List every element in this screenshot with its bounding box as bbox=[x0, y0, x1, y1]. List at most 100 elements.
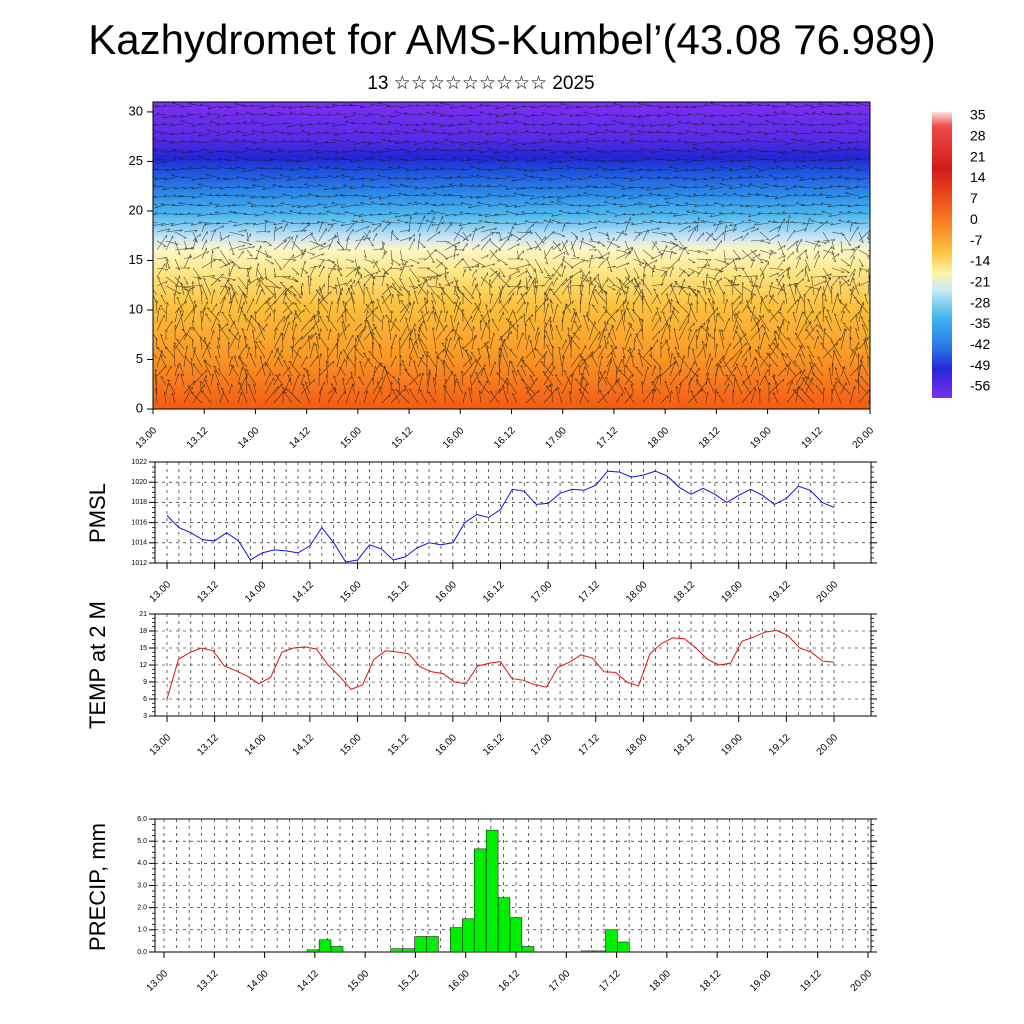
y-tick-label: 10 bbox=[129, 301, 143, 316]
y-tick-label: 18 bbox=[139, 628, 147, 635]
colorbar-label: -28 bbox=[970, 294, 990, 310]
x-tick-label: 14.00 bbox=[245, 968, 271, 994]
colorbar-label: 14 bbox=[970, 169, 986, 185]
x-tick-label: 14.00 bbox=[243, 732, 269, 758]
precip-bar bbox=[390, 948, 403, 953]
y-tick-label: 1020 bbox=[131, 479, 147, 486]
series-line bbox=[166, 629, 835, 700]
y-tick-label: 5.0 bbox=[137, 838, 147, 845]
wind-vectors bbox=[153, 102, 870, 404]
y-tick-label: 1022 bbox=[131, 459, 147, 466]
x-tick-label: 19.12 bbox=[767, 579, 793, 605]
y-tick-label: 15 bbox=[129, 252, 143, 267]
x-tick-label: 13.12 bbox=[195, 579, 221, 605]
x-tick-label: 18.12 bbox=[672, 732, 698, 758]
x-tick-label: 18.00 bbox=[624, 732, 650, 758]
x-tick-label: 19.00 bbox=[748, 425, 774, 451]
x-tick-label: 14.00 bbox=[243, 579, 269, 605]
y-tick-label: 4.0 bbox=[137, 860, 147, 867]
x-tick-label: 19.00 bbox=[719, 732, 745, 758]
x-tick-label: 15.12 bbox=[396, 968, 422, 994]
colorbar-label: 35 bbox=[970, 107, 986, 123]
colorbar-labels: 35 28 21 14 7 0 -7 -14 -21 -28 -35 -42 -49 -56 bbox=[970, 107, 990, 394]
x-tick-label: 19.00 bbox=[719, 579, 745, 605]
x-tick-label: 14.12 bbox=[287, 425, 313, 451]
x-tick-label: 19.12 bbox=[798, 968, 824, 994]
y-tick-label: 1.0 bbox=[137, 927, 147, 934]
x-tick-label: 20.00 bbox=[815, 732, 841, 758]
x-tick-label: 17.00 bbox=[543, 425, 569, 451]
colorbar: 35 28 21 14 7 0 -7 -14 -21 -28 -35 -42 -49 -56 bbox=[932, 107, 990, 398]
precip-bar bbox=[497, 897, 511, 953]
x-tick-label: 18.12 bbox=[672, 579, 698, 605]
y-tick-label: 1012 bbox=[131, 560, 147, 567]
temp-panel: 3 6 9 12 15 18 21 13.00 13.12 14.00 14.12 15.00 15.1… bbox=[85, 601, 877, 758]
colorbar-label: -14 bbox=[970, 253, 990, 269]
y-tick-label: 25 bbox=[129, 153, 143, 168]
x-tick-label: 17.12 bbox=[576, 579, 602, 605]
x-tick-label: 14.00 bbox=[236, 425, 262, 451]
x-tick-label: 19.12 bbox=[799, 425, 825, 451]
precip-bar bbox=[462, 918, 475, 953]
x-tick-label: 18.00 bbox=[624, 579, 650, 605]
colorbar-label: -35 bbox=[970, 315, 990, 331]
colorbar-label: -21 bbox=[970, 273, 990, 289]
x-tick-label: 19.00 bbox=[748, 968, 774, 994]
colorbar-label: -42 bbox=[970, 336, 990, 352]
precip-bar bbox=[581, 950, 594, 953]
x-tick-label: 16.00 bbox=[434, 579, 460, 605]
x-tick-label: 15.00 bbox=[346, 968, 372, 994]
x-tick-label: 15.12 bbox=[390, 425, 416, 451]
x-tick-label: 16.12 bbox=[492, 425, 518, 451]
y-tick-label: 3.0 bbox=[137, 882, 147, 889]
precip-bar bbox=[402, 948, 415, 953]
precip-bar bbox=[330, 946, 344, 953]
x-tick-label: 13.12 bbox=[185, 425, 211, 451]
x-tick-label: 20.00 bbox=[849, 968, 875, 994]
x-tick-label: 18.12 bbox=[697, 425, 723, 451]
colorbar-label: 7 bbox=[970, 190, 978, 206]
precip-bar bbox=[485, 829, 499, 953]
y-tick-label: 5 bbox=[136, 351, 143, 366]
y-tick-label: 12 bbox=[139, 662, 147, 669]
precip-bar bbox=[605, 929, 618, 953]
precip-bar bbox=[509, 917, 523, 953]
precip-bar bbox=[521, 946, 535, 953]
colorbar-label: 28 bbox=[970, 128, 986, 144]
colorbar-label: -56 bbox=[970, 378, 990, 394]
y-tick-label: 9 bbox=[143, 679, 147, 686]
x-tick-label: 20.00 bbox=[851, 425, 877, 451]
y-axis-label: TEMP at 2 M bbox=[85, 601, 110, 729]
precip-bar bbox=[450, 927, 463, 953]
colorbar-label: 21 bbox=[970, 148, 986, 164]
x-tick-label: 16.12 bbox=[481, 579, 507, 605]
x-tick-label: 14.12 bbox=[296, 968, 322, 994]
x-tick-label: 16.00 bbox=[434, 732, 460, 758]
pmsl-panel: 1012 1014 1016 1018 1020 1022 13.00 13.12 14.00 1… bbox=[85, 459, 877, 605]
precip-bar bbox=[617, 941, 630, 953]
y-tick-label: 0 bbox=[136, 400, 143, 415]
x-tick-label: 18.00 bbox=[646, 425, 672, 451]
cross-section-y-axis: 0 5 10 15 20 25 30 bbox=[129, 103, 153, 415]
colorbar-label: -49 bbox=[970, 357, 990, 373]
chart-subtitle: 13 ☆☆☆☆☆☆☆☆☆ 2025 bbox=[367, 73, 595, 94]
precip-bar bbox=[306, 949, 320, 953]
cross-section-panel: 0 5 10 15 20 25 30 13.00 13.12 14.00 14.12 15.00 15… bbox=[129, 101, 877, 451]
x-tick-label: 17.12 bbox=[597, 968, 623, 994]
x-tick-label: 16.00 bbox=[441, 425, 467, 451]
x-tick-label: 20.00 bbox=[815, 579, 841, 605]
y-tick-label: 2.0 bbox=[137, 905, 147, 912]
colorbar-label: -7 bbox=[970, 232, 983, 248]
x-tick-label: 15.12 bbox=[386, 579, 412, 605]
chart-title: Kazhydromet for AMS-Kumbel’(43.08 76.989… bbox=[88, 16, 936, 63]
x-tick-label: 15.00 bbox=[338, 732, 364, 758]
x-tick-label: 17.00 bbox=[529, 579, 555, 605]
x-tick-label: 15.00 bbox=[338, 579, 364, 605]
x-tick-label: 15.12 bbox=[386, 732, 412, 758]
x-tick-label: 17.12 bbox=[576, 732, 602, 758]
x-tick-label: 17.00 bbox=[547, 968, 573, 994]
y-tick-label: 21 bbox=[139, 611, 147, 618]
x-tick-label: 13.00 bbox=[134, 425, 160, 451]
x-tick-label: 14.12 bbox=[291, 732, 317, 758]
